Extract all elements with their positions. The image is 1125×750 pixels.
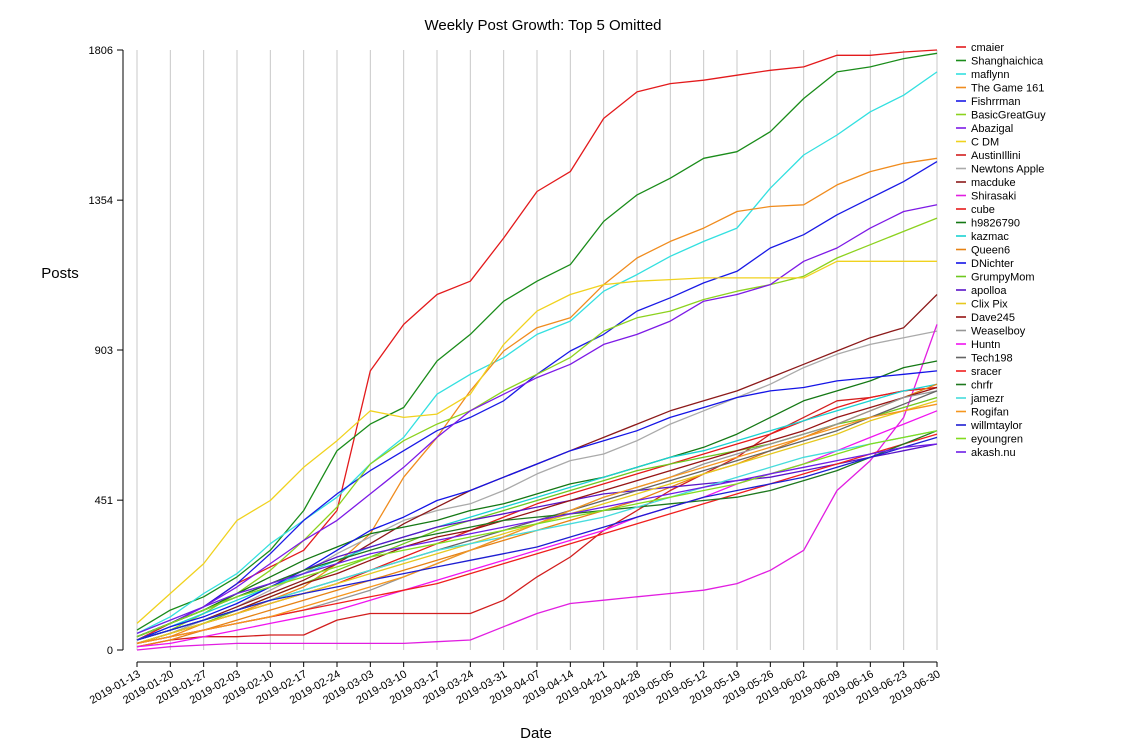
legend-label: BasicGreatGuy [971,110,1046,122]
series-line [136,386,938,641]
legend-label: jamezr [970,393,1004,405]
series-line [136,71,938,634]
legend-label: GrumpyMom [971,272,1035,284]
series-line [136,436,938,641]
grid-lines [136,50,938,650]
series-line [136,260,937,624]
legend-label: The Game 161 [971,83,1044,95]
series-line [136,217,938,641]
legend-label: Queen6 [971,245,1010,257]
y-tick-label: 451 [95,495,113,507]
series-line [136,324,938,651]
legend-label: Huntn [971,339,1000,351]
legend-label: Weaselboy [971,326,1026,338]
series-line [136,360,938,638]
chart-title: Weekly Post Growth: Top 5 Omitted [424,17,661,34]
x-ticks: 2019-01-132019-01-202019-01-272019-02-03… [88,662,943,707]
series-line [136,430,938,638]
legend-label: Newtons Apple [971,164,1044,176]
legend-label: Clix Pix [971,299,1008,311]
series-line [136,52,938,631]
series-lines [136,49,938,651]
series-line [136,330,938,645]
legend-label: Fishrrman [971,96,1021,108]
y-tick-label: 1806 [89,45,113,57]
legend-label: akash.nu [971,447,1016,459]
y-tick-label: 1354 [89,195,113,207]
legend-label: Rogifan [971,407,1009,419]
legend-label: cmaier [971,42,1004,54]
legend-label: DNichter [971,258,1014,270]
series-line [136,443,938,635]
y-tick-label: 0 [107,645,113,657]
legend-label: Tech198 [971,353,1013,365]
legend-label: Shirasaki [971,191,1016,203]
legend-label: kazmac [971,231,1009,243]
legend-label: sracer [971,366,1002,378]
legend-label: AustinIllini [971,150,1021,162]
legend-label: Abazigal [971,123,1013,135]
legend-label: h9826790 [971,218,1020,230]
legend-label: C DM [971,137,999,149]
legend-label: chrfr [971,380,993,392]
legend-label: eyoungren [971,434,1023,446]
series-line [136,49,938,641]
legend-label: apolloa [971,285,1007,297]
legend-label: cube [971,204,995,216]
legend-label: willmtaylor [970,420,1023,432]
y-tick-label: 903 [95,345,113,357]
legend-label: Shanghaichica [971,56,1044,68]
legend-label: maflynn [971,69,1010,81]
y-axis-label: Posts [41,265,79,282]
legend-label: macduke [971,177,1016,189]
legend-label: Dave245 [971,312,1015,324]
x-axis-label: Date [520,725,552,742]
y-ticks: 0 451 903 1354 1806 [89,45,123,657]
series-line [136,386,938,648]
series-line [136,204,938,638]
